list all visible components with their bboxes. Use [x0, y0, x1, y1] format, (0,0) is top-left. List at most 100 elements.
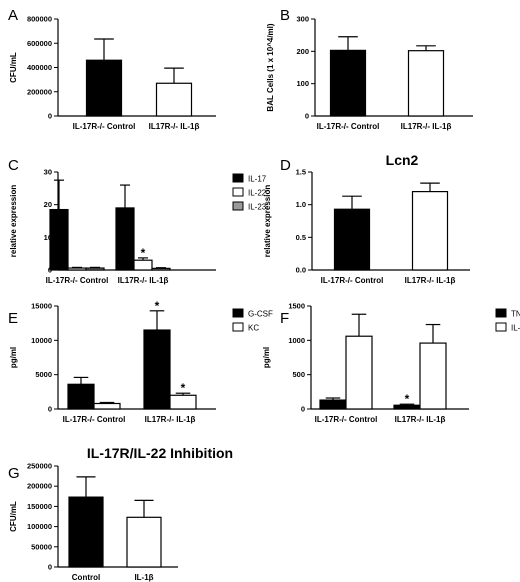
category-label: IL17R-/- IL-1β	[149, 122, 200, 131]
bar	[333, 208, 371, 271]
bar	[407, 50, 445, 117]
panel-g: G IL-17R/IL-22 Inhibition 0 50000 100000 1500…	[8, 445, 233, 582]
legend-swatch	[232, 322, 244, 332]
significance-star: *	[141, 246, 146, 260]
bar	[319, 399, 347, 410]
panel-a: A 0 200000 400000 600000 800000 CFU/mL IL-17R-/…	[8, 7, 216, 131]
y-tick-label: 5000	[35, 370, 52, 379]
bar	[345, 335, 373, 410]
y-tick-label: 200000	[27, 482, 52, 491]
y-axis-label: pg/ml	[9, 347, 18, 368]
legend-label: IL-22	[248, 189, 267, 198]
y-axis-label: relative expression	[9, 185, 18, 258]
bar	[67, 267, 87, 271]
category-label: Control	[72, 573, 100, 582]
y-tick-label: 0.5	[296, 233, 306, 242]
y-tick-label: 600000	[27, 39, 52, 48]
bar	[115, 207, 135, 271]
category-label: IL17R-/- IL-1β	[118, 276, 169, 285]
y-axis-label: CFU/mL	[9, 52, 18, 83]
panel-letter: A	[8, 7, 18, 24]
bar	[151, 267, 171, 271]
panel-letter: C	[8, 157, 19, 174]
y-tick-label: 150000	[27, 502, 52, 511]
bar	[126, 516, 162, 568]
legend-swatch	[232, 173, 244, 183]
legend-label: IL-17	[248, 175, 267, 184]
bar	[85, 59, 123, 117]
y-tick-label: 15000	[31, 302, 52, 311]
bar	[49, 208, 69, 271]
y-tick-label: 250000	[27, 462, 52, 471]
panel-e: E 0 5000 10000 15000 pg/ml IL-17R-/- Control IL…	[8, 299, 273, 424]
legend-swatch	[495, 322, 507, 332]
significance-star: *	[405, 392, 410, 406]
chart-title: IL-17R/IL-22 Inhibition	[87, 445, 233, 461]
legend-label: IL-23	[248, 203, 267, 212]
y-tick-label: 200000	[27, 87, 52, 96]
category-label: IL-1β	[134, 573, 153, 582]
legend-swatch	[232, 201, 244, 211]
y-tick-label: 0	[301, 405, 305, 414]
bar	[411, 191, 449, 271]
y-axis-label: pg/ml	[262, 347, 271, 368]
category-label: IL17R-/- IL-1β	[395, 415, 446, 424]
category-label: IL-17R-/- Control	[321, 276, 384, 285]
bar	[85, 267, 105, 271]
category-label: IL17R-/- IL-1β	[145, 415, 196, 424]
chart-title: Lcn2	[386, 152, 419, 168]
y-axis-label: CFU/mL	[9, 501, 18, 532]
y-tick-label: 0	[48, 563, 52, 572]
y-tick-label: 0	[305, 112, 309, 121]
y-tick-label: 100000	[27, 522, 52, 531]
bar	[67, 383, 95, 410]
bar	[143, 329, 171, 410]
panel-letter: G	[8, 465, 20, 482]
y-tick-label: 10000	[31, 336, 52, 345]
y-tick-label: 0.0	[296, 266, 306, 275]
legend-label: KC	[248, 324, 259, 333]
panel-f: F 0 500 1000 1500 pg/ml IL-17R-/- Control IL17R…	[262, 302, 520, 425]
y-tick-label: 500	[292, 370, 305, 379]
bar	[93, 402, 121, 410]
y-tick-label: 10	[44, 233, 52, 242]
category-label: IL-17R-/- Control	[63, 415, 126, 424]
y-tick-label: 1000	[288, 336, 305, 345]
legend-swatch	[495, 308, 507, 318]
panel-b: B 0 100 200 300 BAL Cells (1 x 10^4/ml) IL-17R…	[266, 7, 473, 131]
category-label: IL17R-/- IL-1β	[405, 276, 456, 285]
y-tick-label: 50000	[31, 542, 52, 551]
significance-star: *	[155, 299, 160, 313]
y-tick-label: 30	[44, 168, 52, 177]
bar	[329, 49, 367, 117]
y-tick-label: 300	[296, 15, 309, 24]
y-tick-label: 0	[48, 112, 52, 121]
bar	[169, 394, 197, 410]
category-label: IL-17R-/- Control	[317, 122, 380, 131]
category-label: IL-17R-/- Control	[315, 415, 378, 424]
bar	[68, 496, 104, 568]
panel-letter: B	[280, 7, 290, 24]
y-tick-label: 1500	[288, 302, 305, 311]
legend-label: TNFα	[511, 310, 520, 319]
y-tick-label: 20	[44, 200, 52, 209]
legend-label: IL-6	[511, 324, 520, 333]
legend-swatch	[232, 187, 244, 197]
panel-letter: E	[8, 310, 18, 327]
category-label: IL-17R-/- Control	[46, 276, 109, 285]
significance-star: *	[181, 381, 186, 395]
legend-label: G-CSF	[248, 310, 273, 319]
bar	[419, 342, 447, 410]
panel-d: D Lcn2 0.0 0.5 1.0 1.5 relative expression IL-1…	[263, 152, 470, 285]
y-axis-label: BAL Cells (1 x 10^4/ml)	[266, 23, 275, 111]
category-label: IL-17R-/- Control	[73, 122, 136, 131]
y-tick-label: 400000	[27, 63, 52, 72]
y-tick-label: 0	[48, 405, 52, 414]
category-label: IL17R-/- IL-1β	[401, 122, 452, 131]
bar	[155, 82, 193, 117]
y-tick-label: 1.5	[296, 168, 306, 177]
y-axis-label: relative expression	[263, 185, 272, 258]
panel-letter: D	[280, 157, 291, 174]
